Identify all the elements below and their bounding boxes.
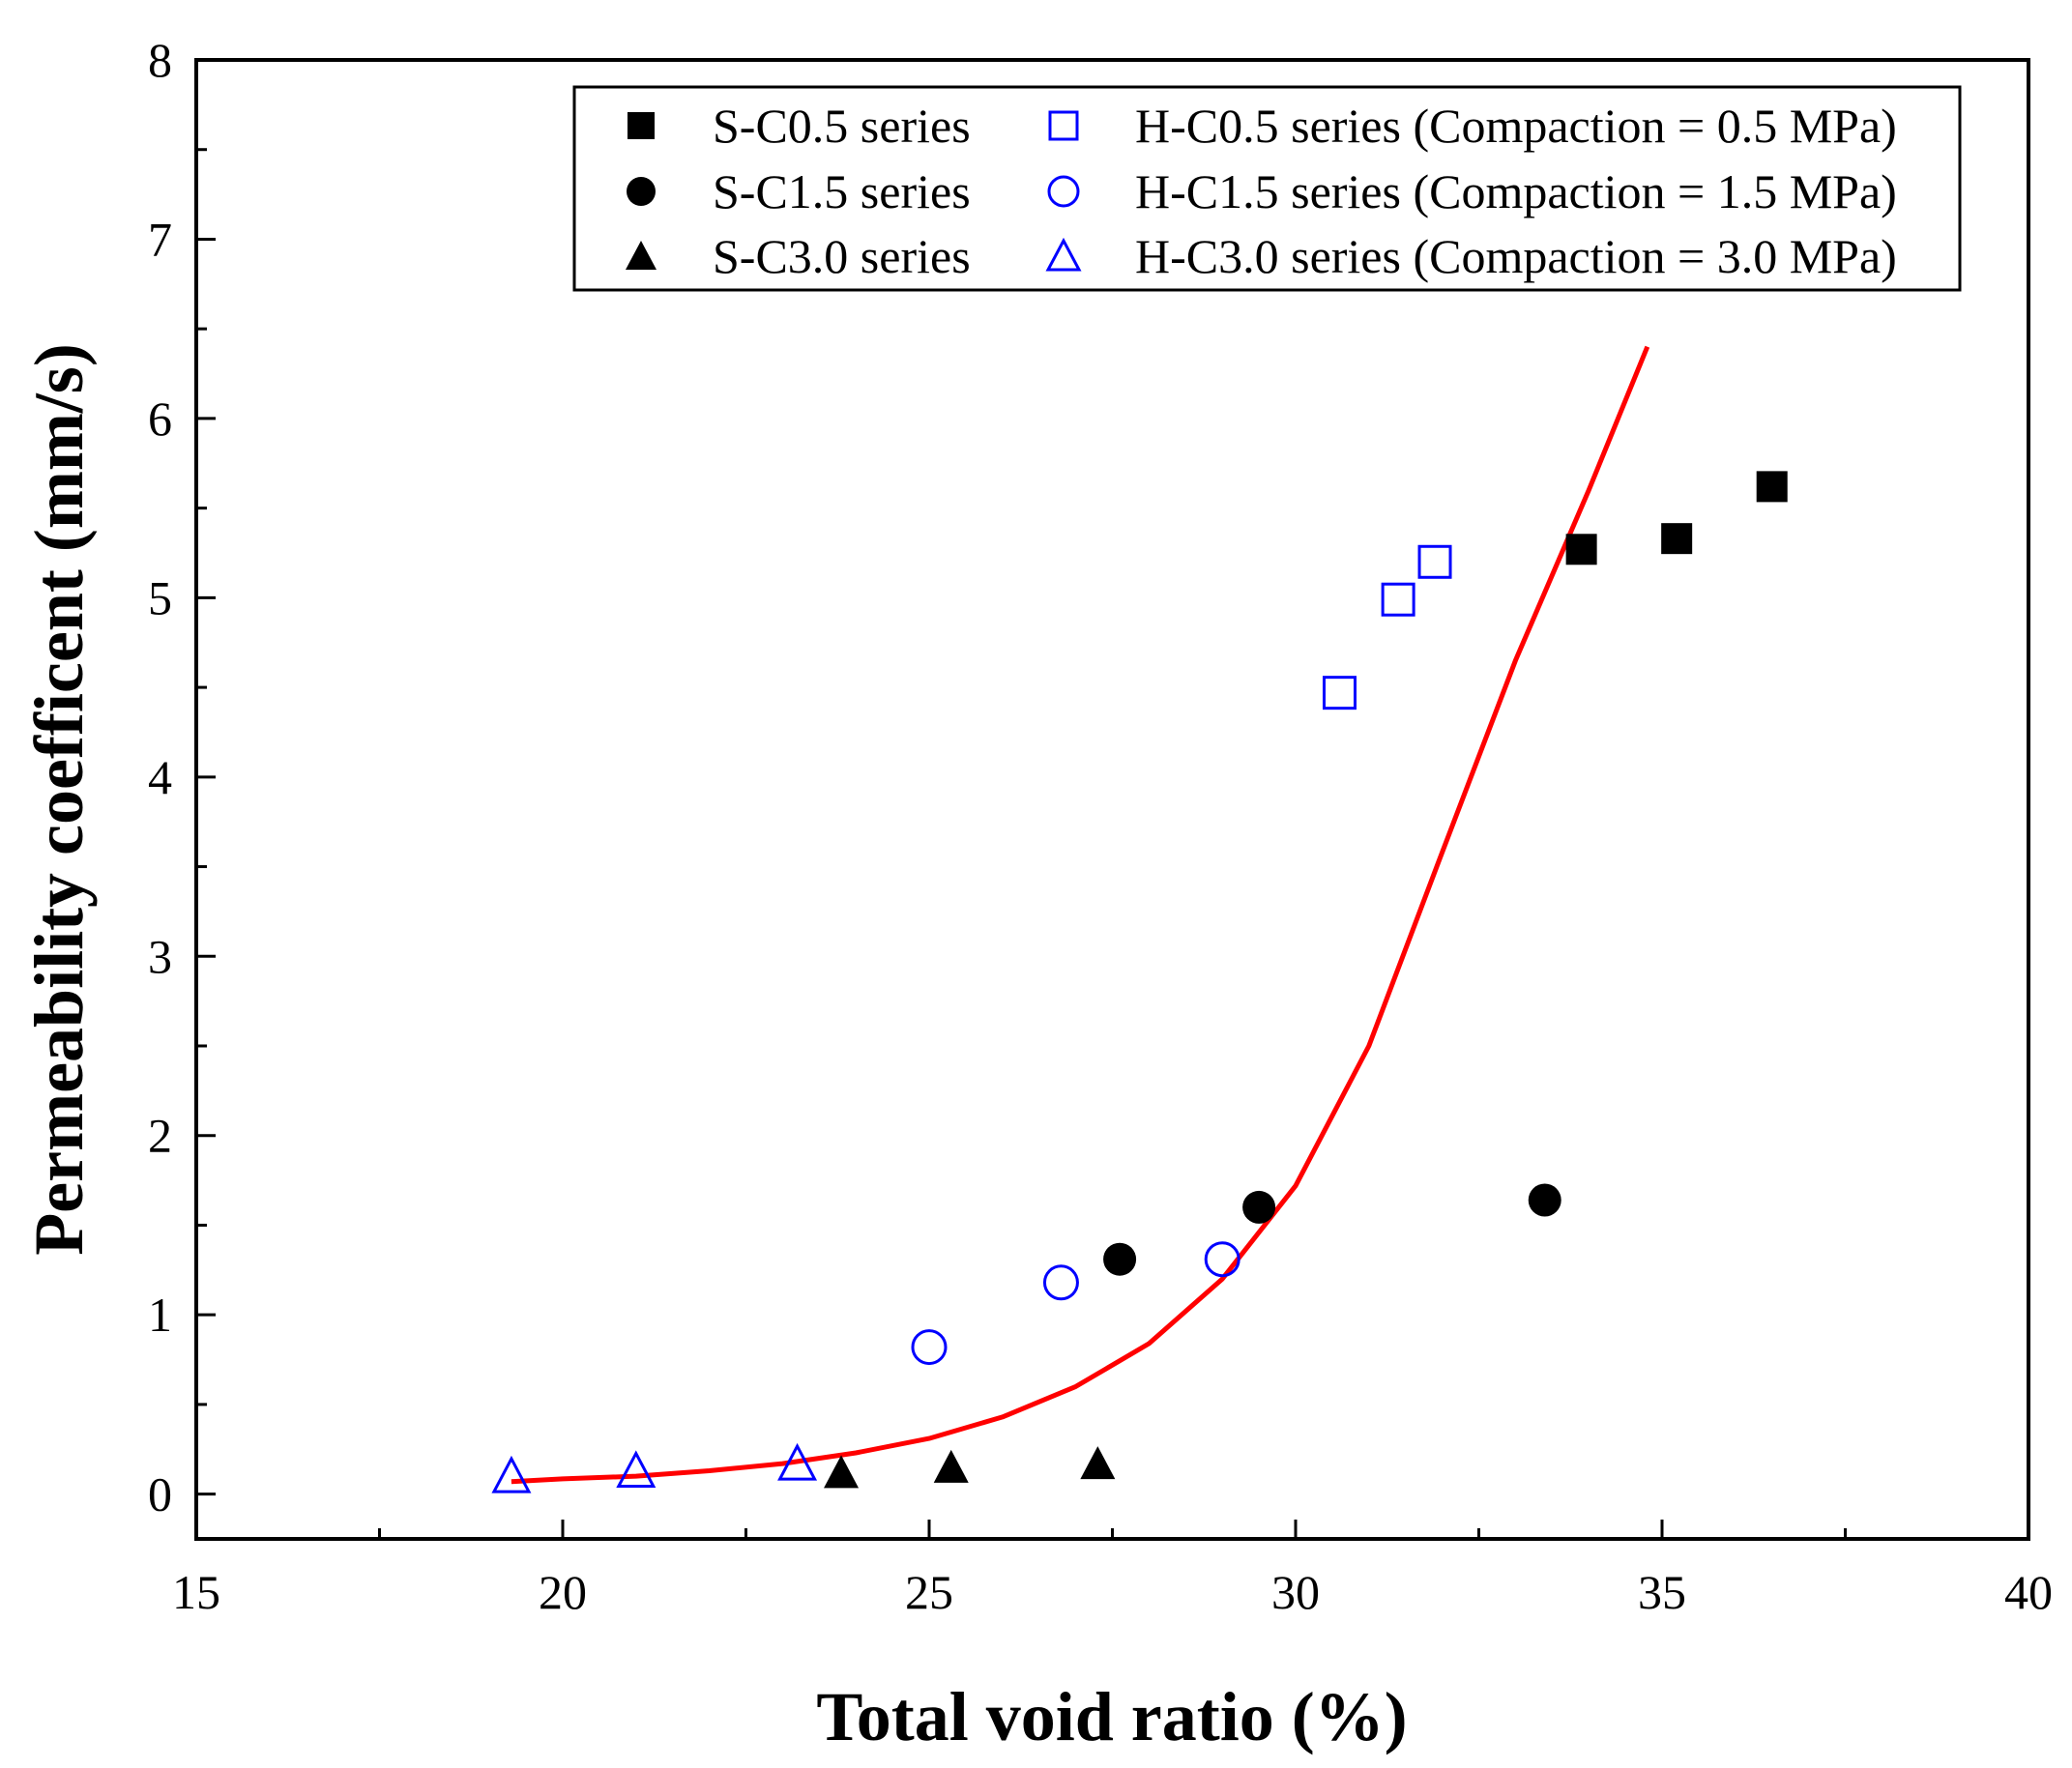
y-tick-label: 7 bbox=[148, 212, 172, 266]
y-axis-title: Permeability coefficent (mm/s) bbox=[20, 343, 98, 1256]
data-point-square-filled bbox=[1661, 523, 1693, 555]
y-tick-label: 4 bbox=[148, 750, 172, 804]
y-tick-label: 0 bbox=[148, 1467, 172, 1522]
y-tick-label: 6 bbox=[148, 391, 172, 446]
data-point-square-open bbox=[1322, 676, 1357, 710]
legend-entry-label: H-C3.0 series (Compaction = 3.0 MPa) bbox=[1135, 229, 1897, 283]
x-axis-title: Total void ratio (%) bbox=[816, 1678, 1407, 1755]
legend-entry-label: S-C0.5 series bbox=[713, 99, 971, 153]
data-point-circle-filled bbox=[1103, 1242, 1137, 1276]
legend-box bbox=[572, 85, 1962, 292]
data-point-triangle-filled bbox=[933, 1449, 969, 1483]
legend-entry-label: S-C1.5 series bbox=[713, 164, 971, 218]
fit-curve-layer bbox=[511, 345, 1650, 1485]
data-point-circle-filled bbox=[1528, 1183, 1561, 1217]
data-point-square-open bbox=[1417, 544, 1452, 579]
x-tick-label: 35 bbox=[1638, 1565, 1686, 1619]
y-tick-label: 2 bbox=[148, 1109, 172, 1163]
legend-marker-square-filled bbox=[627, 112, 655, 139]
y-tick-label: 1 bbox=[148, 1288, 172, 1342]
data-point-triangle-open bbox=[491, 1455, 532, 1493]
legend-entry-label: H-C1.5 series (Compaction = 1.5 MPa) bbox=[1135, 164, 1897, 218]
axis-ticks: 15 20 25 30 35 40 0 1 2 3 4 5 6 7 8 bbox=[148, 33, 2053, 1619]
data-point-triangle-filled bbox=[1080, 1446, 1116, 1480]
data-point-square-open bbox=[1381, 582, 1415, 617]
legend-entry-label: S-C3.0 series bbox=[713, 229, 971, 283]
x-tick-label: 20 bbox=[539, 1565, 587, 1619]
data-point-circle-filled bbox=[1242, 1190, 1276, 1224]
y-tick-label: 5 bbox=[148, 570, 172, 624]
data-point-circle-open bbox=[1204, 1241, 1240, 1278]
data-point-triangle-open bbox=[616, 1450, 657, 1489]
data-point-circle-open bbox=[1042, 1264, 1079, 1301]
legend-marker-square-open bbox=[1048, 110, 1079, 141]
data-point-triangle-filled bbox=[824, 1455, 860, 1489]
data-point-square-filled bbox=[1565, 534, 1597, 565]
legend: S-C0.5 series S-C1.5 series S-C3.0 series H… bbox=[572, 85, 1962, 292]
legend-marker-circle-open bbox=[1047, 175, 1080, 208]
y-tick-label: 8 bbox=[148, 33, 172, 87]
legend-marker-triangle-open bbox=[1045, 237, 1082, 272]
legend-entry-label: H-C0.5 series (Compaction = 0.5 MPa) bbox=[1135, 99, 1897, 153]
x-tick-label: 25 bbox=[905, 1565, 953, 1619]
fit-curve bbox=[511, 345, 1650, 1485]
x-tick-label: 40 bbox=[2004, 1565, 2053, 1619]
x-tick-label: 15 bbox=[172, 1565, 220, 1619]
data-point-circle-open bbox=[911, 1329, 948, 1366]
legend-marker-triangle-filled bbox=[626, 241, 657, 270]
x-tick-label: 30 bbox=[1271, 1565, 1320, 1619]
data-point-square-filled bbox=[1756, 471, 1788, 503]
data-points bbox=[491, 471, 1788, 1493]
legend-marker-circle-filled bbox=[627, 177, 656, 206]
data-point-triangle-open bbox=[777, 1442, 818, 1481]
y-tick-label: 3 bbox=[148, 929, 172, 983]
